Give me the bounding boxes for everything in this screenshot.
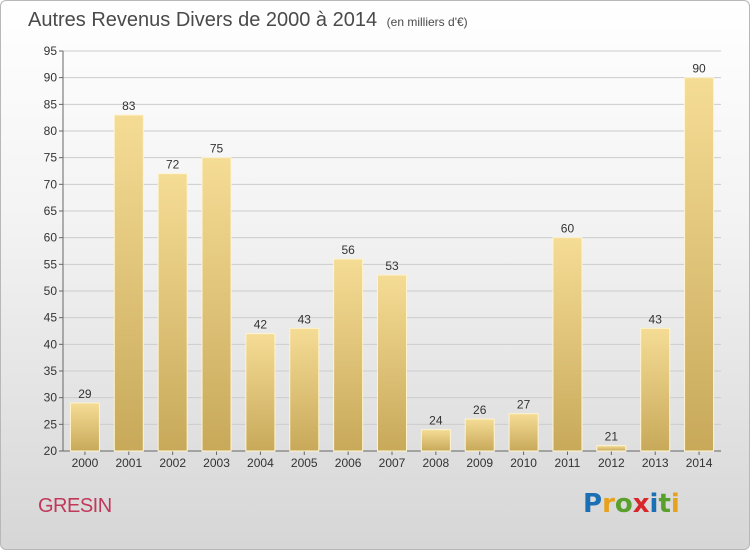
logo-letter: i [649,489,659,519]
bar-2002 [157,173,188,452]
logo-letter: r [602,489,615,519]
bar-2011 [552,237,583,452]
y-tick-label: 60 [44,231,58,245]
y-tick-label: 55 [44,257,58,271]
y-tick-label: 90 [44,71,58,85]
chart-title: Autres Revenus Divers de 2000 à 2014 (en… [28,9,468,32]
x-tick-label: 2006 [335,456,362,470]
x-tick-label: 2008 [423,456,450,470]
logo-letter: i [670,489,680,519]
y-tick-label: 65 [44,204,58,218]
bar-2009 [464,418,495,452]
bar-2012 [596,445,627,452]
y-tick-label: 30 [44,391,58,405]
y-tick-label: 80 [44,124,58,138]
bar-value-label: 83 [122,99,136,113]
bar-value-label: 90 [692,62,706,76]
proxiti-logo: Proxiti [583,489,680,519]
x-tick-label: 2000 [72,456,99,470]
commune-name: GRESIN [38,495,112,517]
bar-value-label: 42 [254,318,268,332]
x-tick-label: 2005 [291,456,318,470]
x-tick-label: 2004 [247,456,274,470]
bar-value-label: 60 [561,222,575,236]
bar-2004 [245,333,276,452]
bar-value-label: 53 [385,259,399,273]
x-tick-label: 2013 [642,456,669,470]
y-tick-label: 50 [44,284,58,298]
x-tick-label: 2007 [379,456,406,470]
bar-value-label: 43 [298,312,312,326]
bar-2006 [333,258,364,452]
bar-value-label: 56 [341,243,355,257]
x-tick-label: 2001 [115,456,142,470]
y-tick-label: 85 [44,97,58,111]
y-tick-label: 75 [44,151,58,165]
y-tick-label: 35 [44,364,58,378]
bar-2003 [201,157,232,452]
x-tick-label: 2010 [510,456,537,470]
logo-letter: x [632,489,650,519]
bar-value-label: 21 [605,430,619,444]
bar-2010 [508,413,539,452]
bar-2008 [420,429,451,452]
bar-value-label: 75 [210,142,224,156]
x-tick-label: 2011 [555,456,581,470]
y-tick-label: 45 [44,311,58,325]
y-tick-label: 95 [44,44,58,58]
bar-2001 [113,114,144,452]
y-tick-label: 40 [44,337,58,351]
bar-value-label: 24 [429,414,443,428]
x-tick-label: 2009 [466,456,493,470]
bar-2013 [640,327,671,452]
bar-value-label: 72 [166,158,180,172]
bar-value-label: 43 [649,312,663,326]
bar-value-label: 29 [78,387,92,401]
y-tick-label: 25 [44,417,58,431]
x-tick-label: 2002 [159,456,186,470]
logo-letter: P [583,489,603,519]
x-tick-label: 2003 [203,456,230,470]
x-tick-label: 2012 [598,456,625,470]
y-tick-label: 70 [44,177,58,191]
bar-2005 [289,327,320,452]
bar-2007 [377,274,407,452]
bar-value-label: 26 [473,403,487,417]
bar-2014 [684,77,715,452]
bar-2000 [69,402,100,452]
bar-value-label: 27 [517,398,531,412]
chart-title-unit: (en milliers d'€) [386,15,468,29]
logo-letter: o [614,489,633,519]
logo-letter: t [658,489,671,519]
y-tick-label: 20 [44,444,58,458]
chart-title-main: Autres Revenus Divers de 2000 à 2014 [28,9,378,31]
x-tick-label: 2014 [686,456,713,470]
